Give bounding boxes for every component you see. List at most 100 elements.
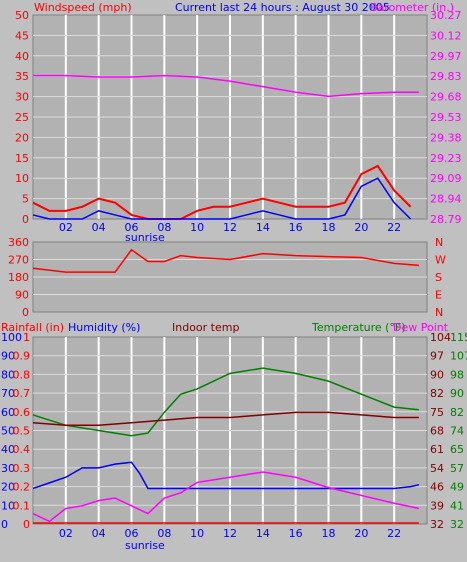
hour-tick-label: 16	[289, 221, 303, 234]
temp-tick-label: 90	[450, 387, 464, 400]
temp-tick-label: 57	[450, 462, 464, 475]
hour-tick-label: 16	[289, 527, 303, 540]
hour-tick-label: 12	[223, 221, 237, 234]
sunrise-label-bottom: sunrise	[125, 539, 165, 552]
humidity-tick-label: 30	[1, 462, 15, 475]
baro-tick-label: 30.12	[430, 29, 462, 42]
wind-tick-label: 45	[15, 29, 29, 42]
rainfall-tick-label: 0.4	[13, 443, 31, 456]
indoor-tick-label: 82	[430, 387, 444, 400]
humidity-tick-label: 80	[1, 368, 15, 381]
sunrise-label-top: sunrise	[125, 231, 165, 244]
direction-tick-label: 90	[15, 289, 29, 302]
indoor-tick-label: 39	[430, 499, 444, 512]
indoor-tick-label: 46	[430, 481, 444, 494]
hour-tick-label: 22	[387, 221, 401, 234]
baro-tick-label: 30.27	[430, 9, 462, 22]
compass-tick-label: S	[435, 271, 442, 284]
hour-tick-label: 18	[322, 221, 336, 234]
hour-tick-label: 08	[157, 221, 171, 234]
baro-tick-label: 29.53	[430, 111, 462, 124]
temp-tick-label: 82	[450, 406, 464, 419]
hour-tick-label: 08	[157, 527, 171, 540]
indoor-tick-label: 32	[430, 518, 444, 531]
humidity-tick-label: 20	[1, 481, 15, 494]
hour-tick-label: 12	[223, 527, 237, 540]
compass-tick-label: E	[435, 289, 442, 302]
compass-tick-label: W	[435, 254, 446, 267]
hour-tick-label: 02	[59, 527, 73, 540]
rainfall-tick-label: 0.5	[13, 425, 31, 438]
hour-tick-label: 10	[190, 527, 204, 540]
baro-tick-label: 29.97	[430, 50, 462, 63]
hour-tick-label: 20	[354, 527, 368, 540]
temperature-label: Temperature (°F)	[311, 321, 406, 334]
wind-tick-label: 40	[15, 50, 29, 63]
wind-tick-label: 20	[15, 131, 29, 144]
temp-tick-label: 65	[450, 443, 464, 456]
wind-tick-label: 25	[15, 111, 29, 124]
hour-tick-label: 18	[322, 527, 336, 540]
rainfall-tick-label: 0.3	[13, 462, 31, 475]
windspeed-label: Windspeed (mph)	[34, 1, 132, 14]
rainfall-tick-label: 0.9	[13, 350, 31, 363]
direction-tick-label: 360	[8, 236, 29, 249]
temp-tick-label: 98	[450, 368, 464, 381]
hour-tick-label: 04	[92, 221, 106, 234]
indoor-tick-label: 104	[430, 331, 451, 344]
indoor-tick-label: 68	[430, 425, 444, 438]
rainfall-label: Rainfall (in)	[1, 321, 64, 334]
indoor-tick-label: 75	[430, 406, 444, 419]
temp-tick-label: 41	[450, 499, 464, 512]
dewpoint-label: Dew Point	[393, 321, 449, 334]
wind-tick-label: 35	[15, 70, 29, 83]
compass-tick-label: N	[435, 236, 443, 249]
rainfall-tick-label: 0	[23, 518, 30, 531]
hour-tick-label: 06	[125, 221, 139, 234]
axis-labels: 5045403530252015105030.2730.1229.9729.83…	[1, 9, 467, 540]
hour-tick-label: 10	[190, 221, 204, 234]
hour-tick-label: 14	[256, 221, 270, 234]
hour-tick-label: 20	[354, 221, 368, 234]
humidity-tick-label: 70	[1, 387, 15, 400]
direction-tick-label: 0	[22, 306, 29, 319]
wind-direction-line	[32, 248, 419, 273]
humidity-label: Humidity (%)	[68, 321, 140, 334]
wind-tick-label: 0	[22, 213, 29, 226]
hour-tick-label: 02	[59, 221, 73, 234]
series-line	[32, 471, 419, 523]
humidity-tick-label: 10	[1, 499, 15, 512]
indoor-label: Indoor temp	[172, 321, 239, 334]
series-line	[32, 461, 419, 490]
rainfall-tick-label: 1	[23, 331, 30, 344]
hour-tick-label: 14	[256, 527, 270, 540]
humidity-tick-label: 0	[1, 518, 8, 531]
series-line	[32, 367, 419, 437]
wind-average-line	[32, 177, 412, 220]
hour-tick-label: 06	[125, 527, 139, 540]
humidity-tick-label: 100	[1, 331, 22, 344]
humidity-tick-label: 50	[1, 425, 15, 438]
series-line	[32, 411, 419, 427]
rainfall-tick-label: 0.1	[13, 499, 31, 512]
temp-tick-label: 74	[450, 425, 464, 438]
direction-tick-label: 270	[8, 254, 29, 267]
wind-tick-label: 50	[15, 9, 29, 22]
direction-tick-label: 180	[8, 271, 29, 284]
baro-tick-label: 28.94	[430, 193, 462, 206]
humidity-tick-label: 40	[1, 443, 15, 456]
indoor-tick-label: 97	[430, 350, 444, 363]
baro-tick-label: 29.09	[430, 172, 462, 185]
grid-lines	[33, 15, 427, 524]
wind-tick-label: 30	[15, 91, 29, 104]
current-label: Current last 24 hours : August 30 2005	[175, 1, 390, 14]
rainfall-tick-label: 0.7	[13, 387, 31, 400]
temp-tick-label: 115	[450, 331, 467, 344]
baro-tick-label: 29.68	[430, 91, 462, 104]
wind-tick-label: 15	[15, 152, 29, 165]
temp-tick-label: 49	[450, 481, 464, 494]
hour-tick-label: 22	[387, 527, 401, 540]
temp-tick-label: 107	[450, 350, 467, 363]
